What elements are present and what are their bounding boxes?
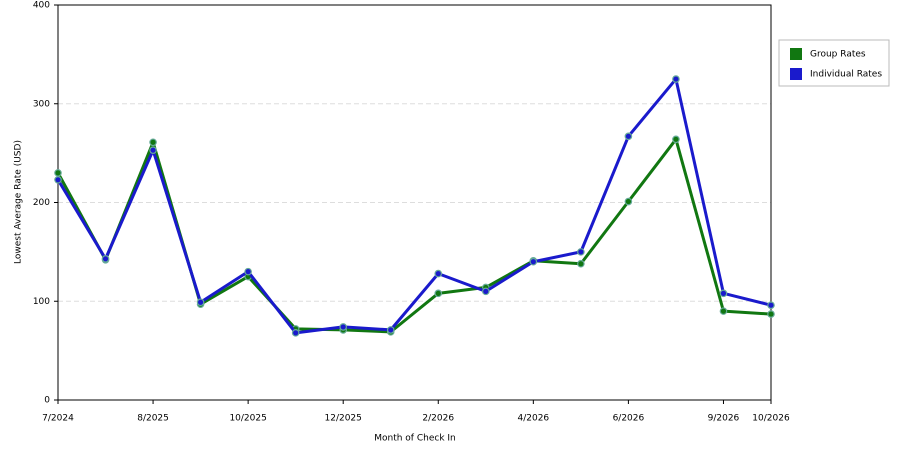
y-tick-label: 100 — [33, 297, 50, 307]
x-tick-label: 6/2026 — [613, 414, 645, 424]
data-point — [577, 259, 585, 268]
x-axis-label: Month of Check In — [374, 434, 456, 444]
data-point — [149, 138, 157, 147]
data-point — [339, 323, 348, 331]
y-axis-label: Lowest Average Rate (USD) — [14, 140, 24, 264]
y-tick-label: 400 — [33, 1, 50, 11]
data-point — [386, 326, 395, 334]
legend-swatch — [790, 68, 802, 80]
series-line — [56, 77, 772, 335]
y-tick-label: 200 — [33, 198, 50, 208]
data-point — [719, 289, 728, 298]
data-point — [719, 307, 728, 315]
data-point — [149, 146, 157, 154]
data-point — [291, 329, 300, 337]
data-point — [672, 75, 680, 83]
x-tick-label: 7/2024 — [42, 414, 74, 424]
x-tick-label: 2/2026 — [422, 414, 454, 424]
data-point — [196, 298, 205, 307]
legend-label: Individual Rates — [810, 70, 882, 80]
plot-frame — [57, 4, 772, 401]
data-point — [624, 197, 633, 206]
x-tick-label: 10/2025 — [229, 414, 266, 424]
data-point — [434, 269, 443, 278]
x-tick-label: 4/2026 — [517, 414, 549, 424]
data-point — [577, 248, 585, 256]
x-tick-label: 12/2025 — [325, 414, 362, 424]
x-tick-label: 8/2025 — [137, 414, 169, 424]
legend-label: Group Rates — [810, 50, 866, 60]
data-point — [672, 135, 680, 144]
data-point — [767, 301, 775, 310]
data-point — [434, 289, 443, 298]
x-tick-label: 9/2026 — [708, 414, 740, 424]
data-point — [529, 257, 538, 266]
data-point — [624, 132, 633, 141]
data-point — [481, 287, 490, 296]
data-point — [54, 169, 62, 177]
data-point — [244, 267, 252, 276]
data-point — [54, 175, 62, 184]
data-point — [101, 254, 110, 263]
data-point — [767, 310, 775, 318]
legend-swatch — [790, 48, 802, 60]
y-tick-label: 0 — [44, 396, 50, 406]
x-tick-label: 10/2026 — [752, 414, 790, 424]
y-tick-label: 300 — [33, 99, 50, 109]
